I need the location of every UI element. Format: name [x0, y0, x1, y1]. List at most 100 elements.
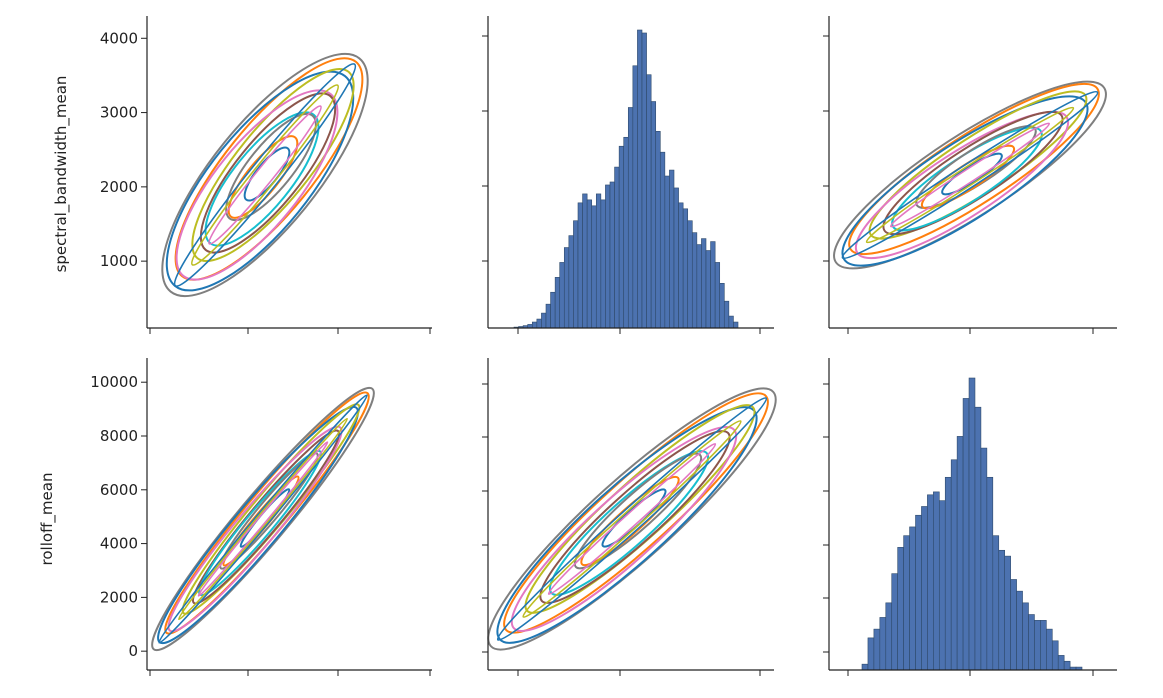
histogram-bar: [933, 491, 940, 671]
histogram-bar: [873, 628, 881, 671]
histogram-bar: [600, 199, 606, 329]
histogram-bar: [1016, 590, 1023, 671]
histogram-bar: [573, 220, 579, 329]
kde-contour: [868, 90, 1088, 240]
kde-contours-row0-col0: [161, 52, 369, 298]
ytick-label: 1000: [100, 252, 138, 270]
histogram-bar: [637, 29, 643, 329]
kde-contour: [889, 122, 1051, 228]
kde-contour: [548, 450, 710, 596]
histogram-bar: [605, 184, 611, 329]
histogram-bar: [903, 535, 910, 671]
histogram-bar: [1004, 555, 1011, 671]
histogram-bar: [885, 602, 893, 671]
histogram-bar: [614, 166, 620, 329]
histogram-bar: [1040, 620, 1047, 671]
histogram-bar: [944, 476, 952, 671]
histogram-bar: [1057, 655, 1065, 671]
histogram-bar: [669, 169, 675, 329]
histogram-bar: [550, 291, 556, 329]
histogram-row1-col2: [861, 377, 1083, 671]
kde-contour: [882, 110, 1064, 236]
panel-row1-col0: rolloff_mean 0 2000 4000 6000 8000 10000: [38, 358, 432, 676]
histogram-bar: [1051, 640, 1059, 671]
histogram-bar: [659, 151, 666, 329]
axes-spines-row0-col0: [146, 16, 432, 334]
axes-spines-row0-col2: [823, 16, 1117, 334]
ytick-label: 0: [128, 642, 138, 660]
histogram-bar: [531, 321, 538, 329]
ytick-label: 2000: [100, 588, 138, 606]
histogram-bar: [682, 208, 689, 329]
histogram-bar: [568, 235, 574, 329]
histogram-bar: [723, 300, 730, 329]
histogram-bar: [696, 244, 702, 329]
kde-contour: [204, 111, 320, 247]
kde-contour: [173, 63, 357, 287]
ytick-label: 6000: [100, 481, 138, 499]
histogram-bar: [733, 321, 739, 329]
kde-contour: [177, 417, 349, 621]
histogram-bar: [956, 436, 964, 671]
histogram-bar: [962, 398, 970, 671]
kde-contour: [164, 391, 370, 635]
histogram-bar: [541, 312, 547, 329]
kde-contour: [191, 67, 355, 263]
kde-contour: [833, 80, 1107, 270]
histogram-bar: [927, 494, 934, 671]
kde-contour: [524, 404, 756, 614]
panel-row0-col2: [823, 16, 1117, 334]
kde-contour: [158, 394, 368, 644]
histogram-bar: [1063, 660, 1071, 671]
histogram-bar: [545, 303, 551, 329]
kde-contour: [175, 89, 339, 281]
histogram-bar: [586, 199, 593, 329]
histogram-bar: [554, 277, 561, 329]
histogram-bar: [678, 202, 684, 329]
ytick-label: 4000: [100, 535, 138, 553]
histogram-bar: [582, 193, 588, 329]
kde-contour: [219, 452, 319, 570]
histogram-bar: [701, 238, 707, 329]
histogram-bar: [536, 318, 542, 329]
kde-contour: [496, 406, 758, 644]
histogram-bar: [915, 514, 922, 671]
histogram-bar: [627, 107, 634, 329]
histogram-bar: [879, 617, 887, 671]
histogram-bar: [1022, 602, 1029, 671]
ytick-label: 3000: [100, 104, 138, 122]
kde-contours-row1-col1: [487, 387, 777, 651]
kde-contour: [547, 443, 717, 595]
axes-spines-row1-col1: [482, 358, 774, 676]
ylabel-spectral-bandwidth: spectral_bandwidth_mean: [52, 76, 71, 273]
kde-contour: [225, 112, 317, 222]
histogram-bar: [921, 506, 928, 671]
histogram-bar: [861, 663, 869, 671]
kde-contour: [208, 105, 322, 245]
histogram-bar: [591, 205, 597, 329]
kde-contour: [197, 441, 329, 597]
histogram-bar: [641, 32, 647, 329]
kde-contour: [510, 426, 738, 632]
histogram-bar: [1010, 579, 1017, 671]
histogram-bar: [646, 74, 652, 329]
kde-contour: [174, 57, 364, 281]
kde-contour: [151, 386, 375, 652]
histogram-bar: [632, 65, 638, 329]
histogram-bar: [867, 637, 875, 671]
histogram-bar: [673, 187, 679, 329]
histogram-bar: [719, 282, 725, 329]
histogram-bar: [710, 241, 716, 329]
ytick-label: 8000: [100, 427, 138, 445]
kde-contour: [841, 90, 1099, 260]
kde-contour: [496, 397, 768, 641]
histogram-bar: [705, 250, 711, 329]
ylabel-rolloff: rolloff_mean: [38, 473, 57, 566]
histogram-bar: [909, 526, 916, 671]
histogram-bar: [968, 377, 976, 671]
histogram-bar: [998, 549, 1006, 671]
histogram-bar: [974, 406, 982, 671]
kde-contour: [522, 420, 742, 618]
yticks-row0: 1000 2000 3000 4000: [100, 29, 147, 270]
